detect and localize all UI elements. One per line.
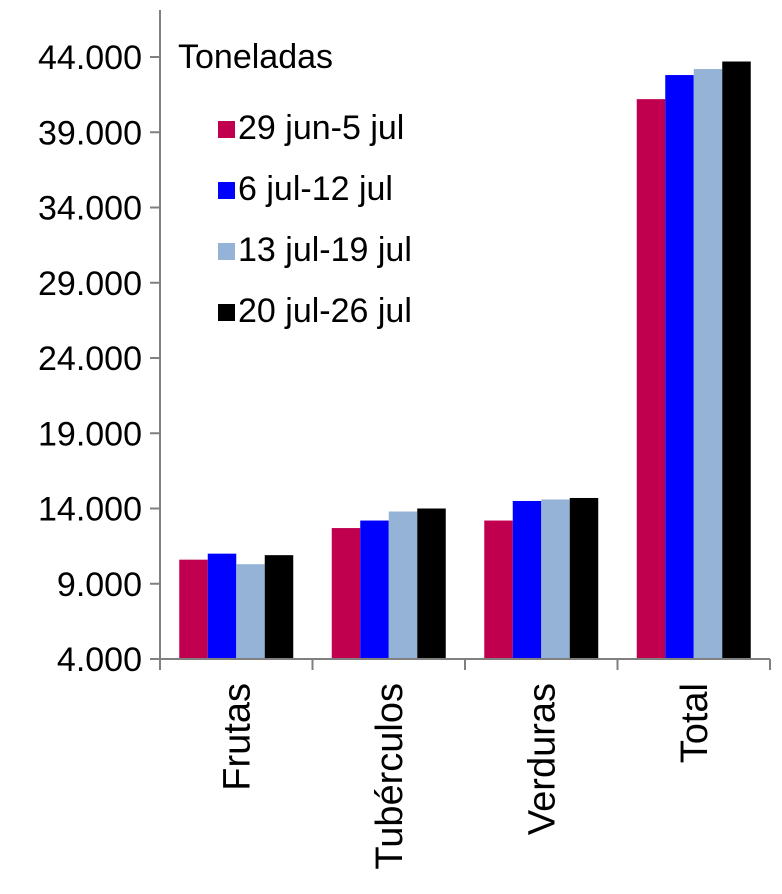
bar-2-tubérculos	[360, 520, 389, 659]
y-tick-label: 19.000	[38, 415, 142, 453]
bar-2-verduras	[512, 500, 542, 659]
bar-3-tubérculos	[388, 511, 418, 659]
legend-label: 20 jul-26 jul	[238, 292, 412, 330]
legend-swatch	[218, 304, 235, 321]
y-tick-label: 34.000	[38, 190, 142, 228]
bar-2-total	[665, 75, 694, 659]
x-axis-category-labels: Frutas Tubérculos Verduras Total	[216, 683, 716, 870]
category-label: Total	[674, 683, 716, 763]
y-tick-label: 9.000	[57, 566, 142, 604]
y-tick-label: 4.000	[57, 641, 142, 679]
y-tick-label: 14.000	[38, 491, 142, 529]
bar-4-total	[722, 61, 751, 659]
legend-swatch	[218, 182, 235, 199]
bar-1-tubérculos	[331, 528, 361, 659]
bar-4-frutas	[264, 555, 294, 659]
bar-4-verduras	[569, 497, 599, 659]
legend: 29 jun-5 jul 6 jul-12 jul 13 jul-19 jul 20 …	[218, 109, 412, 330]
legend-label: 13 jul-19 jul	[238, 231, 412, 269]
y-axis-tick-labels: 4.000 9.000 14.000 19.000 24.000 29.000 34.000…	[38, 39, 142, 679]
legend-swatch	[218, 121, 235, 138]
category-label: Frutas	[216, 683, 258, 791]
y-tick-label: 24.000	[38, 340, 142, 378]
bar-1-total	[636, 99, 666, 659]
bar-3-frutas	[236, 564, 265, 659]
legend-label: 6 jul-12 jul	[238, 170, 393, 208]
y-axis-ticks	[150, 56, 160, 660]
y-tick-label: 39.000	[38, 114, 142, 152]
bar-1-frutas	[179, 559, 208, 659]
legend-label: 29 jun-5 jul	[238, 109, 404, 147]
bars-group	[179, 61, 751, 660]
bar-3-total	[693, 69, 723, 660]
unit-label: Toneladas	[178, 38, 333, 76]
y-tick-label: 44.000	[38, 39, 142, 77]
bar-1-verduras	[484, 520, 513, 659]
y-tick-label: 29.000	[38, 265, 142, 303]
category-label: Verduras	[521, 683, 563, 835]
bar-4-tubérculos	[417, 508, 446, 659]
x-axis-ticks	[159, 659, 771, 670]
bar-2-frutas	[207, 553, 237, 659]
legend-swatch	[218, 243, 235, 260]
bar-3-verduras	[541, 499, 570, 659]
category-label: Tubérculos	[369, 683, 411, 870]
